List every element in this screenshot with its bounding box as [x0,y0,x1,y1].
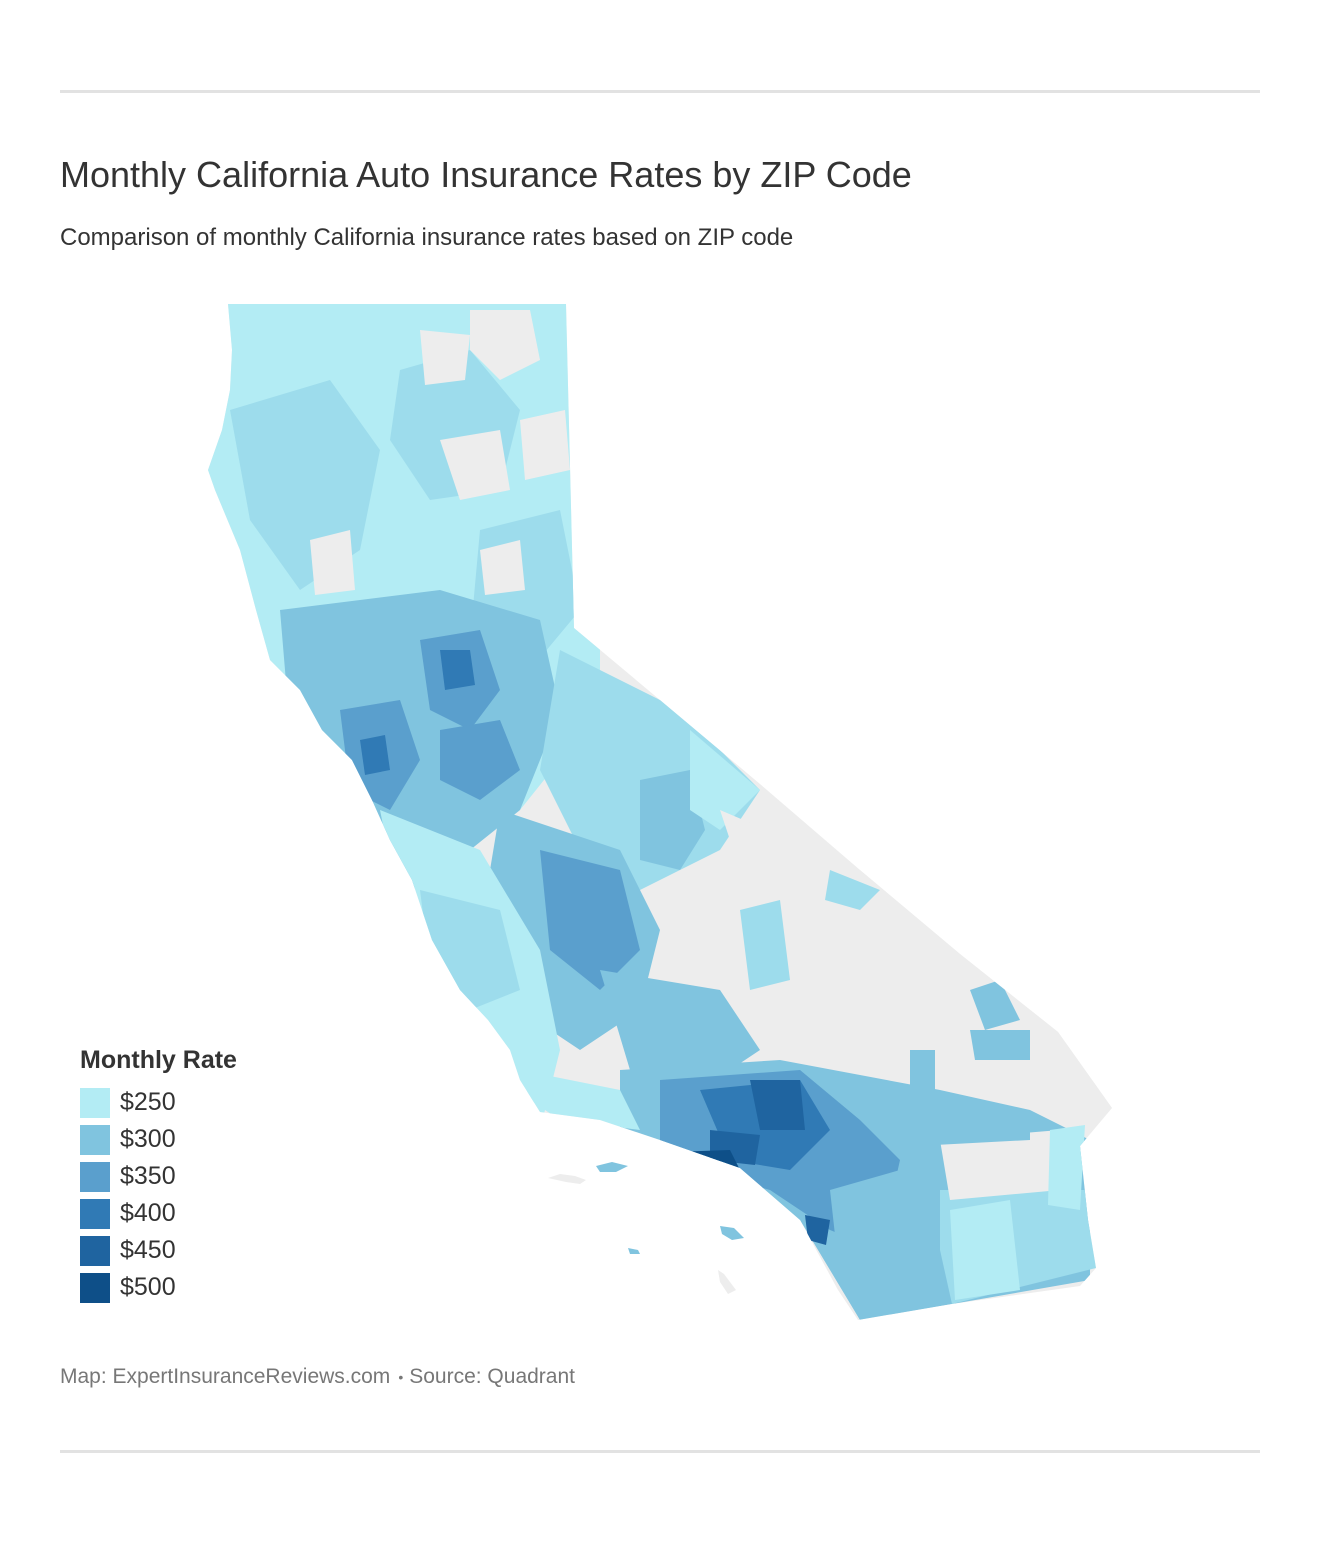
legend-swatch [80,1087,110,1118]
island [720,1226,744,1240]
map-credit: Map: ExpertInsuranceReviews.com [60,1365,391,1388]
bottom-divider [60,1450,1260,1453]
island [548,1174,586,1184]
zip-region [910,1050,935,1090]
zip-region [740,900,790,990]
zip-region [950,1200,1020,1300]
zip-region [930,1110,1030,1145]
channel-islands [548,980,822,1294]
no-data-region [310,530,355,595]
zip-region [640,770,705,870]
zip-region [970,1030,1030,1060]
island [718,1270,736,1294]
zip-region [672,1150,740,1170]
zip-region [750,1080,805,1130]
zip-region [520,1070,640,1130]
no-data-region [940,1130,1060,1200]
footer-credit: Map: ExpertInsuranceReviews.com • Source: … [60,1362,575,1392]
no-data-region [480,540,525,595]
zip-region [690,730,760,830]
zip-region [540,850,640,990]
zip-region [440,720,520,800]
zip-region [970,980,1020,1030]
legend-swatch [80,1198,110,1229]
legend-swatch [80,1161,110,1192]
no-data-region [440,430,510,500]
legend-label: $450 [120,1236,176,1264]
legend-label: $400 [120,1199,176,1227]
legend-item: $350 [80,1158,237,1195]
legend-items: $250 $300 $350 $400 $450 $500 [80,1084,237,1306]
source-credit: Source: Quadrant [409,1365,575,1388]
footer-separator: • [398,1369,404,1386]
no-data-region [520,410,570,480]
zip-region [825,870,880,910]
legend-item: $300 [80,1121,237,1158]
legend-item: $450 [80,1232,237,1269]
legend-label: $500 [120,1273,176,1301]
legend-swatch [80,1235,110,1266]
no-data-region [470,310,540,380]
top-divider [60,90,1260,93]
legend-title: Monthly Rate [80,1046,237,1074]
zip-region [600,970,760,1090]
page-subtitle: Comparison of monthly California insuran… [60,224,794,251]
legend-item: $400 [80,1195,237,1232]
island [810,980,822,1010]
no-data-region [420,330,470,385]
california-map-svg [208,304,1112,1320]
zip-regions [208,304,1112,1320]
zip-region [360,735,390,775]
page-title: Monthly California Auto Insurance Rates … [60,154,912,195]
legend-item: $250 [80,1084,237,1121]
legend-label: $250 [120,1088,176,1116]
zip-region [830,1170,920,1320]
legend-swatch [80,1124,110,1155]
island [628,1248,640,1254]
legend-label: $350 [120,1162,176,1190]
california-map [0,290,1320,1340]
legend-label: $300 [120,1125,176,1153]
zip-region [1048,1125,1085,1210]
zip-region [805,1215,830,1245]
legend-swatch [80,1272,110,1303]
island [596,1162,628,1172]
legend-item: $500 [80,1269,237,1306]
map-legend: Monthly Rate $250 $300 $350 $400 $450 $500 [80,1042,237,1306]
zip-region [440,650,475,690]
